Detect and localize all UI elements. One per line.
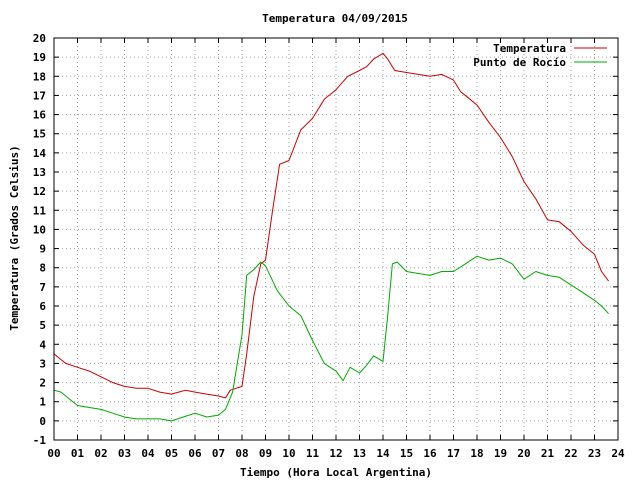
y-tick-label: 6: [39, 300, 46, 313]
y-tick-label: 15: [33, 128, 46, 141]
y-tick-label: 2: [39, 377, 46, 390]
y-tick-label: 0: [39, 415, 46, 428]
x-tick-label: 06: [188, 447, 202, 460]
x-tick-label: 07: [212, 447, 225, 460]
x-tick-label: 02: [94, 447, 107, 460]
plot-frame: [53, 37, 619, 441]
y-tick-label: -1: [33, 434, 47, 447]
x-tick-label: 20: [517, 447, 530, 460]
y-tick-label: 5: [39, 319, 46, 332]
y-tick-label: 16: [33, 109, 47, 122]
x-tick-label: 21: [541, 447, 555, 460]
x-tick-label: 10: [282, 447, 295, 460]
y-tick-label: 7: [39, 281, 46, 294]
x-tick-label: 16: [423, 447, 437, 460]
legend-label: Punto de Rocío: [473, 56, 566, 69]
y-tick-label: 17: [33, 89, 46, 102]
legend-label: Temperatura: [493, 42, 566, 55]
y-tick-label: 9: [39, 243, 46, 256]
y-tick-label: 12: [33, 185, 46, 198]
x-tick-label: 22: [564, 447, 577, 460]
y-tick-label: 8: [39, 262, 46, 275]
x-tick-label: 03: [118, 447, 131, 460]
series-line-temperatura: [53, 52, 610, 399]
y-tick-label: 18: [33, 70, 46, 83]
y-axis-label: Temperatura (Grados Celsius): [8, 145, 21, 330]
x-tick-label: 01: [71, 447, 85, 460]
x-tick-label: 17: [447, 447, 460, 460]
x-tick-label: 11: [306, 447, 320, 460]
x-axis-label: Tiempo (Hora Local Argentina): [240, 466, 432, 479]
y-tick-label: 19: [33, 51, 46, 64]
series-line-punto-de-rocio: [53, 255, 609, 422]
y-tick-label: 4: [39, 338, 46, 351]
x-tick-label: 00: [47, 447, 60, 460]
x-tick-label: 12: [329, 447, 342, 460]
y-tick-label: 1: [39, 396, 46, 409]
x-tick-label: 24: [611, 447, 625, 460]
x-tick-label: 09: [259, 447, 272, 460]
y-tick-label: 14: [33, 147, 47, 160]
x-tick-label: 18: [470, 447, 483, 460]
y-tick-label: 13: [33, 166, 46, 179]
y-tick-label: 3: [39, 357, 46, 370]
y-tick-label: 20: [33, 32, 46, 45]
x-tick-label: 14: [376, 447, 390, 460]
x-tick-label: 13: [353, 447, 366, 460]
x-tick-label: 04: [141, 447, 155, 460]
x-tick-label: 05: [165, 447, 178, 460]
y-tick-label: 10: [33, 223, 46, 236]
x-tick-label: 23: [588, 447, 601, 460]
x-tick-label: 08: [235, 447, 248, 460]
y-tick-label: 11: [33, 204, 47, 217]
x-tick-label: 15: [400, 447, 413, 460]
chart-title: Temperatura 04/09/2015: [262, 12, 408, 25]
x-tick-label: 19: [494, 447, 507, 460]
